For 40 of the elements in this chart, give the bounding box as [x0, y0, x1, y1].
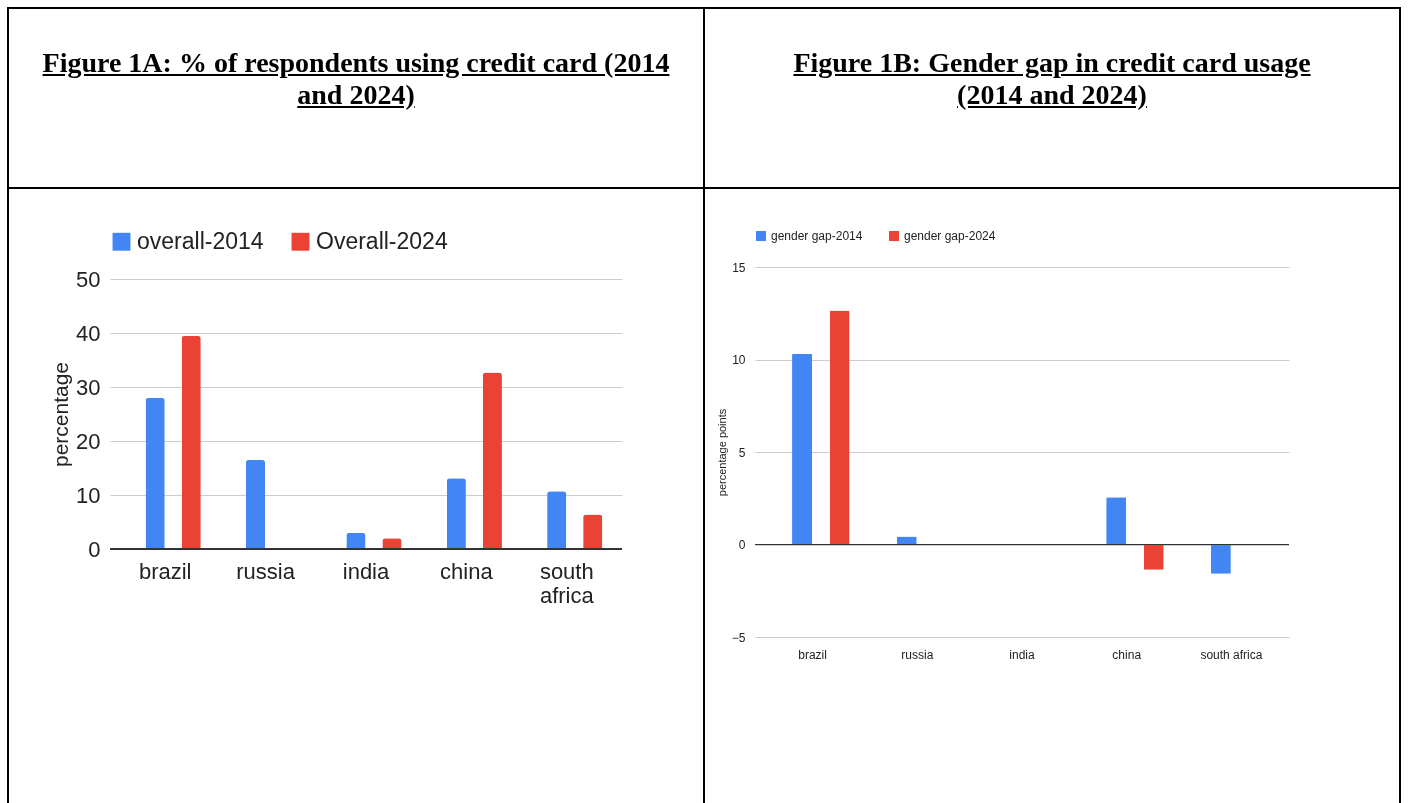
- bar: [482, 372, 502, 549]
- y-tick-label: 0: [738, 538, 746, 552]
- y-tick-label: −5: [731, 630, 746, 645]
- x-tick-label: india: [342, 558, 390, 584]
- bar: [1143, 544, 1164, 570]
- x-tick-label: south africa: [1200, 647, 1263, 662]
- bar: [245, 459, 266, 549]
- bar: [1106, 497, 1127, 545]
- bar: [829, 310, 850, 545]
- legend-label: Overall-2024: [316, 227, 448, 254]
- bar: [547, 491, 567, 549]
- chart-title: Figure 1A: % of respondents using credit card (2014 and 2024): [41, 47, 671, 111]
- y-tick-label: 40: [76, 320, 101, 346]
- legend-label: gender gap-2014: [771, 229, 863, 243]
- x-tick-label: china: [1112, 647, 1142, 662]
- x-tick-label: south africa: [539, 558, 595, 608]
- bar: [181, 335, 201, 549]
- y-tick-label: 10: [76, 482, 101, 508]
- x-tick-label: brazil: [798, 647, 827, 662]
- y-tick-label: 15: [732, 260, 746, 275]
- y-tick-label: 20: [76, 428, 101, 454]
- x-tick-label: china: [440, 558, 494, 584]
- y-tick-label: 10: [732, 353, 746, 367]
- y-tick-label: 30: [76, 374, 101, 400]
- legend-label: overall-2014: [137, 227, 264, 254]
- x-tick-label: russia: [901, 647, 934, 662]
- legend-label: gender gap-2024: [904, 229, 996, 243]
- x-tick-label: russia: [236, 558, 296, 584]
- bar: [1210, 544, 1231, 574]
- y-tick-label: 50: [76, 266, 101, 292]
- y-tick-label: 0: [88, 536, 101, 562]
- chart-title: Figure 1B: Gender gap in credit card usage (2014 and 2024): [792, 47, 1312, 111]
- y-axis-title: percentage points: [715, 408, 728, 497]
- y-tick-label: 5: [738, 445, 746, 460]
- x-tick-label: brazil: [138, 558, 192, 584]
- bar: [792, 353, 813, 545]
- bar: [446, 478, 466, 549]
- y-axis-title: percentage: [49, 361, 73, 468]
- bar: [145, 397, 165, 549]
- x-tick-label: india: [1009, 647, 1035, 662]
